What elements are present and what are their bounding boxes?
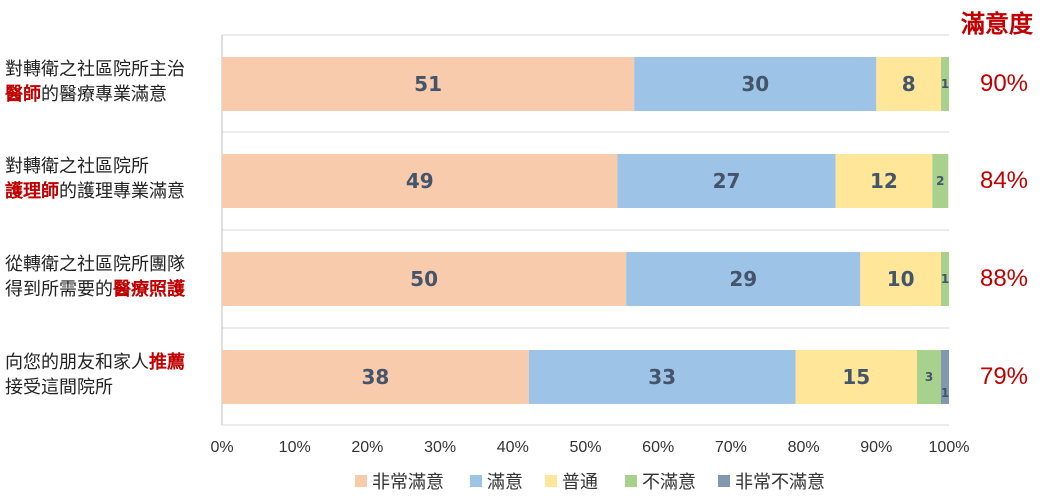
x-tick-label: 100% [929,439,970,456]
bar-segment [617,154,836,208]
legend-item: 普通 [545,468,598,494]
data-label: 12 [870,169,898,193]
legend-label: 滿意 [487,472,523,493]
bar-segment [932,154,949,208]
category-label: 對轉衛之社區院所主治 醫師的醫療專業滿意 [5,59,185,105]
data-label: 33 [648,365,676,389]
data-label: 1 [941,77,949,91]
x-tick-label: 40% [497,439,529,456]
x-tick-label: 70% [715,439,747,456]
bar-segment [634,57,877,111]
data-label: 8 [902,72,916,96]
data-label: 1 [941,386,949,400]
bar-segment [222,154,618,208]
category-label: 向您的朋友和家人推薦 接受這間院所 [5,352,185,398]
legend-label: 不滿意 [642,472,696,493]
data-label: 51 [414,72,442,96]
x-tick-label: 10% [279,439,311,456]
satisfaction-header: 滿意度 [961,10,1033,38]
bar-segment [917,350,942,404]
bar-segment [222,252,627,306]
legend-swatch [470,475,482,487]
bar-segment [941,252,949,306]
legend-item: 不滿意 [625,468,696,494]
bar-segment [860,252,942,306]
x-tick-label: 30% [424,439,456,456]
satisfaction-value: 88% [979,265,1029,292]
bar-segment [941,57,949,111]
satisfaction-value: 79% [979,363,1029,390]
x-tick-label: 90% [860,439,892,456]
data-label: 15 [842,365,870,389]
bar-segment [795,350,918,404]
category-label: 從轉衛之社區院所團隊 得到所需要的醫療照護 [5,254,185,300]
x-tick-label: 20% [351,439,383,456]
data-label: 3 [925,370,933,384]
bar-segment [876,57,942,111]
x-tick-label: 60% [642,439,674,456]
legend-item: 非常滿意 [355,468,444,494]
bar-segment [222,350,529,404]
bar-segment [222,57,635,111]
data-label: 38 [361,365,389,389]
x-tick-label: 80% [788,439,820,456]
legend-swatch [545,475,557,487]
satisfaction-value: 84% [979,167,1029,194]
bar-segment [835,154,933,208]
satisfaction-value: 90% [979,70,1029,97]
data-label: 1 [941,272,949,286]
x-tick-label: 50% [569,439,601,456]
x-tick-label: 0% [210,439,233,456]
legend-swatch [625,475,637,487]
data-label: 49 [406,169,434,193]
legend-label: 非常不滿意 [735,472,825,493]
legend-item: 滿意 [470,468,523,494]
legend-label: 非常滿意 [372,472,444,493]
data-label: 27 [713,169,741,193]
data-label: 50 [410,267,438,291]
bar-segment [941,350,949,404]
legend-swatch [355,475,367,487]
data-label: 29 [729,267,757,291]
legend-label: 普通 [562,472,598,493]
data-label: 30 [741,72,769,96]
legend-item: 非常不滿意 [718,468,825,494]
data-label: 10 [887,267,915,291]
legend: 非常滿意 滿意 普通 不滿意 非常不滿意 [0,468,1045,494]
data-label: 2 [936,174,944,188]
bar-segment [626,252,861,306]
category-label: 對轉衛之社區院所 護理師的護理專業滿意 [5,156,185,202]
bar-segment [528,350,796,404]
legend-swatch [718,475,730,487]
